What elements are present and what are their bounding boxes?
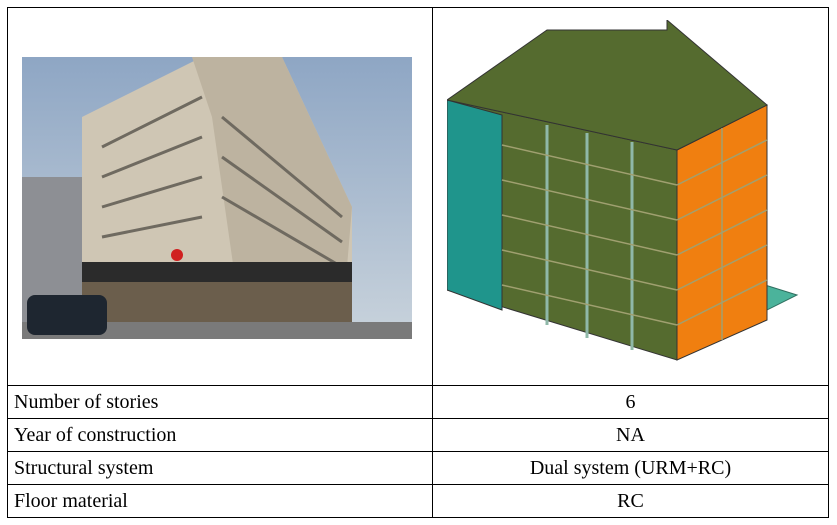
property-label: Floor material — [7, 484, 433, 518]
property-value: RC — [432, 484, 829, 518]
property-value: 6 — [432, 385, 829, 419]
table-row: Structural system Dual system (URM+RC) — [7, 451, 829, 485]
property-label: Number of stories — [7, 385, 433, 419]
table-row: Number of stories 6 — [7, 385, 829, 419]
image-row — [7, 7, 829, 386]
model-cell — [432, 7, 829, 386]
property-label: Structural system — [7, 451, 433, 485]
property-value: NA — [432, 418, 829, 452]
property-value: Dual system (URM+RC) — [432, 451, 829, 485]
table-row: Year of construction NA — [7, 418, 829, 452]
property-label: Year of construction — [7, 418, 433, 452]
photo-cell — [7, 7, 433, 386]
table-row: Floor material RC — [7, 484, 829, 518]
building-model — [447, 20, 799, 361]
building-photo — [22, 57, 412, 339]
table-body: Number of stories 6 Year of construction NA… — [7, 7, 829, 518]
building-table: Number of stories 6 Year of construction NA… — [7, 7, 829, 518]
